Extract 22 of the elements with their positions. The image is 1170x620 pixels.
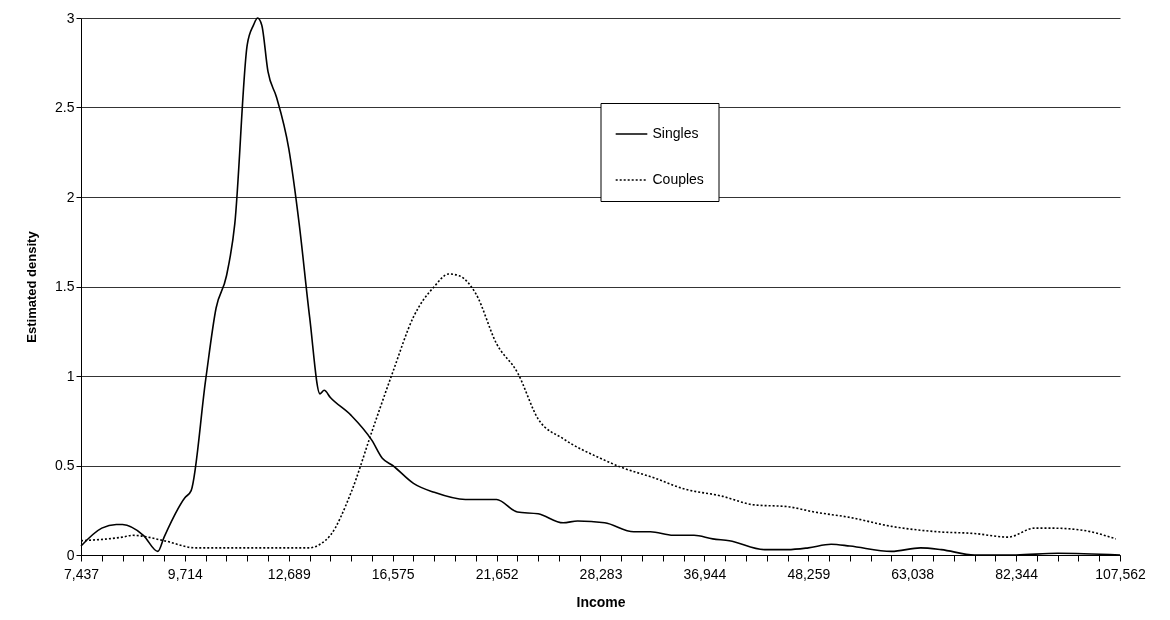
- x-tick-label: 21,652: [475, 565, 519, 582]
- y-tick-label: 2.5: [55, 99, 75, 115]
- legend-label: Singles: [652, 125, 699, 141]
- y-tick-label: 1.5: [55, 278, 75, 294]
- x-tick-label: 107,562: [1095, 565, 1147, 582]
- y-tick-label: 1: [66, 367, 75, 384]
- x-tick-label: 16,575: [371, 565, 415, 582]
- x-tick-label: 12,689: [267, 565, 311, 582]
- x-tick-label: 9,714: [167, 565, 204, 582]
- x-tick-label: 28,283: [579, 565, 623, 582]
- y-axis-title: Estimated density: [24, 230, 40, 343]
- y-tick-label: 0.5: [55, 457, 75, 473]
- legend-label: Couples: [652, 171, 704, 187]
- x-tick-label: 82,344: [995, 565, 1039, 582]
- x-tick-label: 36,944: [683, 565, 727, 582]
- y-tick-label: 0: [66, 546, 75, 563]
- y-tick-label: 2: [66, 188, 75, 205]
- x-tick-label: 48,259: [787, 565, 831, 582]
- x-tick-label: 63,038: [891, 565, 935, 582]
- y-tick-label: 3: [66, 9, 75, 26]
- x-axis-title: Income: [576, 593, 626, 610]
- x-tick-label: 7,437: [63, 565, 100, 582]
